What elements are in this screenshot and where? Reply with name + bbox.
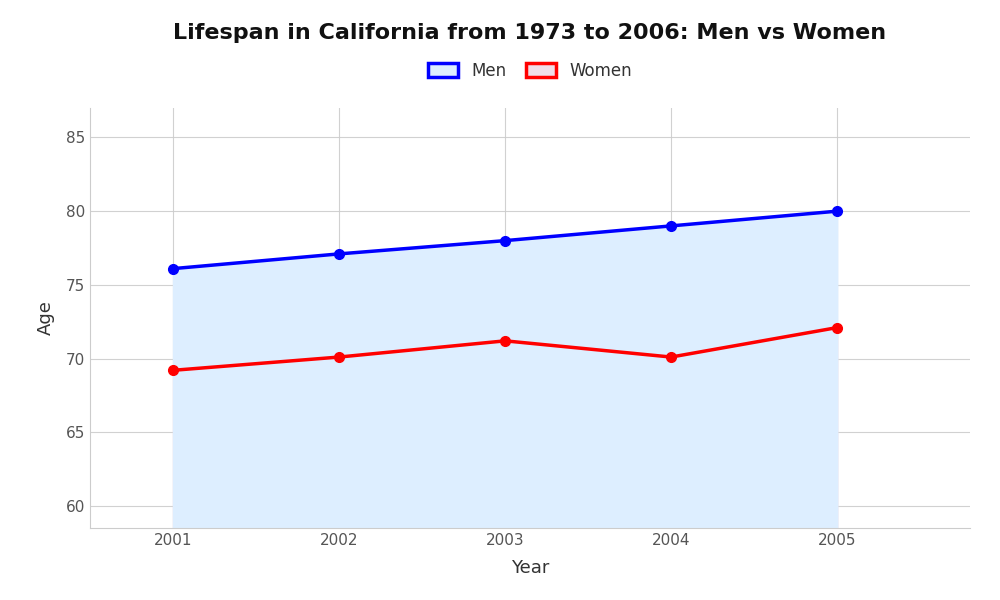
Women (665, 353, 677, 361)
X-axis label: Year: Year (511, 559, 549, 577)
Women (333, 353, 345, 361)
Men (831, 208, 843, 215)
Men (167, 265, 179, 272)
Legend: Men, Women: Men, Women (428, 62, 632, 80)
Title: Lifespan in California from 1973 to 2006: Men vs Women: Lifespan in California from 1973 to 2006… (173, 23, 887, 43)
Men (333, 250, 345, 257)
Women (167, 367, 179, 374)
Women (831, 324, 843, 331)
Men (499, 237, 511, 244)
Line: Men: Men (168, 206, 842, 274)
Men (665, 222, 677, 229)
Line: Women: Women (168, 323, 842, 375)
Women (499, 337, 511, 344)
Y-axis label: Age: Age (37, 301, 55, 335)
